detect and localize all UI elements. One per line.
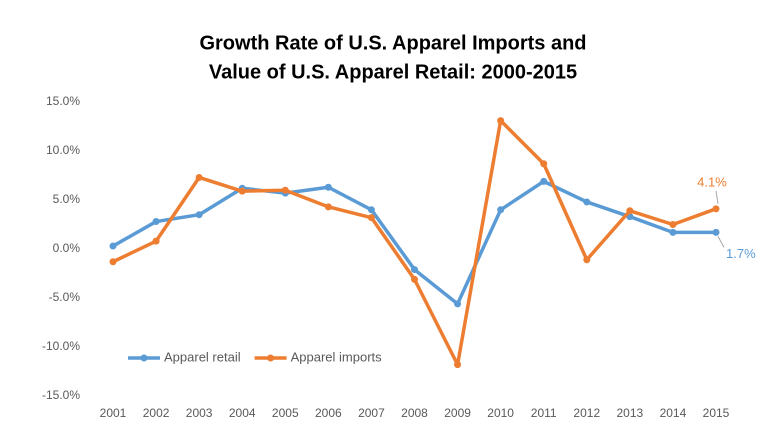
x-tick-label: 2007 [358, 406, 385, 420]
x-tick-label: 2002 [143, 406, 170, 420]
data-point [109, 242, 117, 250]
data-point [238, 187, 246, 195]
y-tick-label: -15.0% [42, 388, 80, 402]
data-point [152, 218, 160, 226]
chart-title: Growth Rate of U.S. Apparel Imports and [199, 32, 586, 54]
x-tick-label: 2015 [703, 406, 730, 420]
data-label: 4.1% [697, 174, 727, 189]
x-tick-label: 2004 [229, 406, 256, 420]
data-point [195, 173, 203, 181]
x-tick-label: 2008 [401, 406, 428, 420]
legend-marker [140, 354, 148, 362]
data-point [324, 203, 332, 211]
x-tick-label: 2009 [444, 406, 471, 420]
data-point [109, 258, 117, 266]
y-tick-label: -5.0% [49, 290, 81, 304]
x-tick-label: 2006 [315, 406, 342, 420]
data-point [152, 237, 160, 245]
x-tick-label: 2003 [186, 406, 213, 420]
data-point [324, 183, 332, 191]
leader-line [717, 236, 725, 248]
x-tick-label: 2010 [487, 406, 514, 420]
data-point [583, 198, 591, 206]
y-tick-label: 0.0% [53, 241, 81, 255]
data-point [411, 275, 418, 283]
data-point [454, 361, 462, 369]
x-tick-label: 2001 [100, 406, 127, 420]
x-tick-label: 2014 [660, 406, 687, 420]
x-tick-label: 2012 [573, 406, 600, 420]
legend-label: Apparel imports [291, 349, 383, 364]
y-tick-label: 10.0% [46, 143, 80, 157]
data-point [411, 266, 418, 274]
data-point [669, 228, 677, 236]
y-tick-label: -10.0% [42, 339, 80, 353]
data-point [367, 206, 375, 214]
data-point [583, 256, 591, 264]
x-tick-label: 2011 [531, 406, 557, 420]
data-point [626, 207, 634, 215]
data-point [712, 228, 720, 236]
data-point [540, 177, 548, 185]
leader-line [715, 190, 719, 204]
legend-marker [267, 354, 275, 362]
data-point [540, 160, 548, 168]
chart-title: Value of U.S. Apparel Retail: 2000-2015 [209, 61, 577, 83]
x-tick-label: 2013 [617, 406, 644, 420]
data-label: 1.7% [726, 246, 756, 261]
y-tick-label: 5.0% [53, 192, 81, 206]
y-tick-label: 15.0% [46, 94, 80, 108]
data-point [669, 221, 677, 228]
data-point [454, 300, 462, 308]
data-point [497, 117, 505, 125]
data-point [497, 206, 505, 214]
legend-label: Apparel retail [164, 349, 241, 364]
data-point [281, 186, 289, 194]
data-point [367, 214, 375, 222]
data-point [195, 211, 203, 219]
x-tick-label: 2005 [272, 406, 299, 420]
data-point [712, 205, 720, 213]
